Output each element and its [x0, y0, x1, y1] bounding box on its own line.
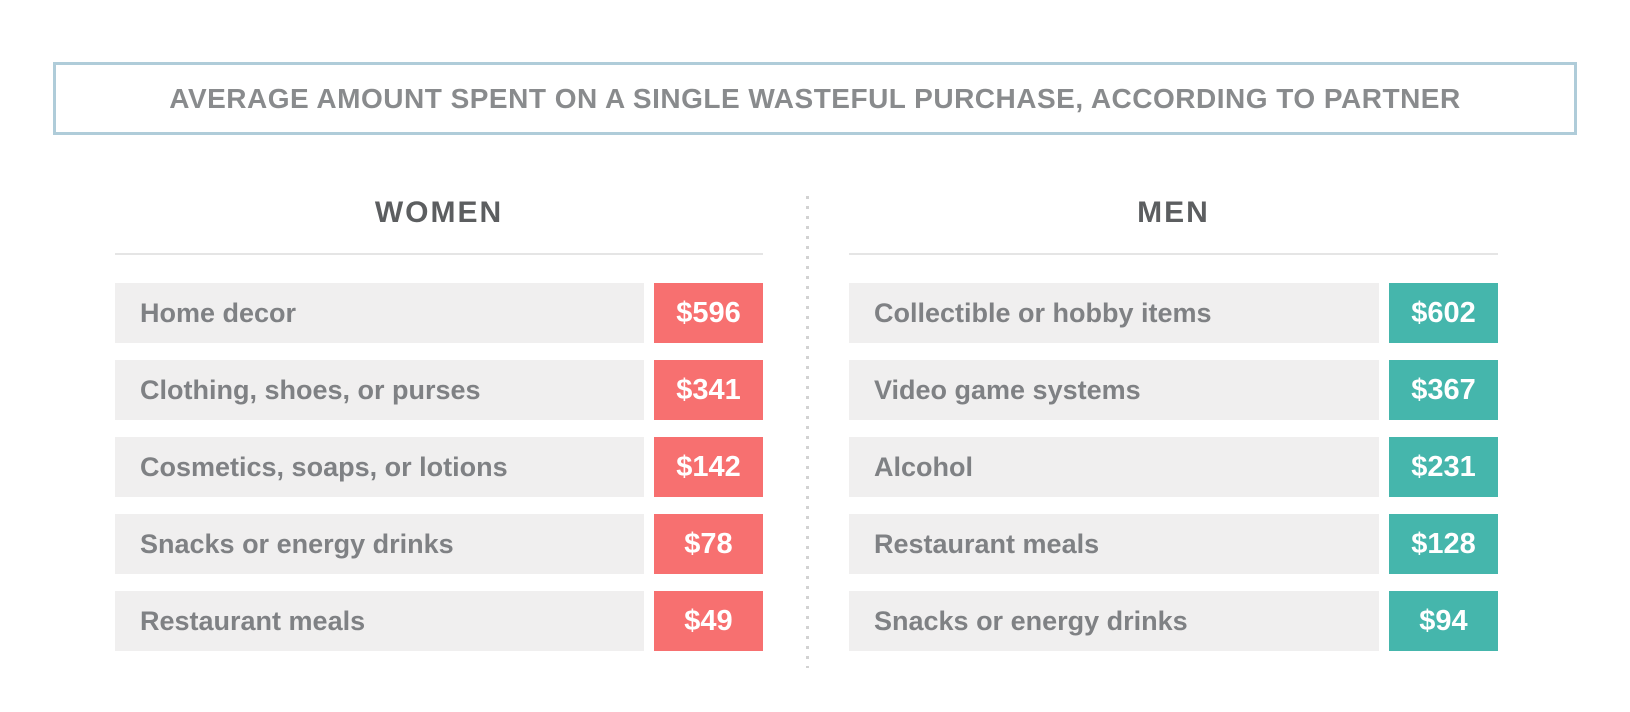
value-badge: $341: [654, 360, 763, 420]
page-title: AVERAGE AMOUNT SPENT ON A SINGLE WASTEFU…: [169, 82, 1461, 114]
table-row: Collectible or hobby items $602: [849, 283, 1498, 343]
row-gap: [1379, 514, 1389, 574]
category-label: Collectible or hobby items: [849, 283, 1379, 343]
row-gap: [1379, 591, 1389, 651]
row-gap: [1379, 283, 1389, 343]
category-label: Cosmetics, soaps, or lotions: [115, 437, 644, 497]
value-badge: $231: [1389, 437, 1498, 497]
row-gap: [1379, 360, 1389, 420]
table-row: Clothing, shoes, or purses $341: [115, 360, 763, 420]
category-label: Restaurant meals: [115, 591, 644, 651]
table-row: Snacks or energy drinks $94: [849, 591, 1498, 651]
value-badge: $49: [654, 591, 763, 651]
row-gap: [644, 283, 654, 343]
row-gap: [1379, 437, 1389, 497]
title-box: AVERAGE AMOUNT SPENT ON A SINGLE WASTEFU…: [53, 62, 1577, 135]
value-badge: $78: [654, 514, 763, 574]
row-gap: [644, 591, 654, 651]
women-header-divider: [115, 253, 763, 255]
value-badge: $602: [1389, 283, 1498, 343]
category-label: Alcohol: [849, 437, 1379, 497]
row-gap: [644, 437, 654, 497]
men-header-divider: [849, 253, 1498, 255]
women-rows: Home decor $596 Clothing, shoes, or purs…: [115, 283, 763, 651]
category-label: Snacks or energy drinks: [115, 514, 644, 574]
men-column-header: MEN: [1137, 196, 1210, 229]
value-badge: $367: [1389, 360, 1498, 420]
category-label: Restaurant meals: [849, 514, 1379, 574]
women-column: WOMEN Home decor $596 Clothing, shoes, o…: [115, 192, 763, 651]
table-row: Home decor $596: [115, 283, 763, 343]
table-row: Alcohol $231: [849, 437, 1498, 497]
table-row: Video game systems $367: [849, 360, 1498, 420]
men-rows: Collectible or hobby items $602 Video ga…: [849, 283, 1498, 651]
value-badge: $596: [654, 283, 763, 343]
value-badge: $142: [654, 437, 763, 497]
women-column-header: WOMEN: [374, 196, 504, 229]
category-label: Clothing, shoes, or purses: [115, 360, 644, 420]
men-column: MEN Collectible or hobby items $602 Vide…: [849, 192, 1498, 651]
category-label: Video game systems: [849, 360, 1379, 420]
value-badge: $128: [1389, 514, 1498, 574]
column-divider-dotted-line: [806, 196, 809, 668]
table-row: Snacks or energy drinks $78: [115, 514, 763, 574]
table-row: Restaurant meals $49: [115, 591, 763, 651]
table-row: Restaurant meals $128: [849, 514, 1498, 574]
category-label: Snacks or energy drinks: [849, 591, 1379, 651]
row-gap: [644, 360, 654, 420]
category-label: Home decor: [115, 283, 644, 343]
value-badge: $94: [1389, 591, 1498, 651]
table-row: Cosmetics, soaps, or lotions $142: [115, 437, 763, 497]
row-gap: [644, 514, 654, 574]
